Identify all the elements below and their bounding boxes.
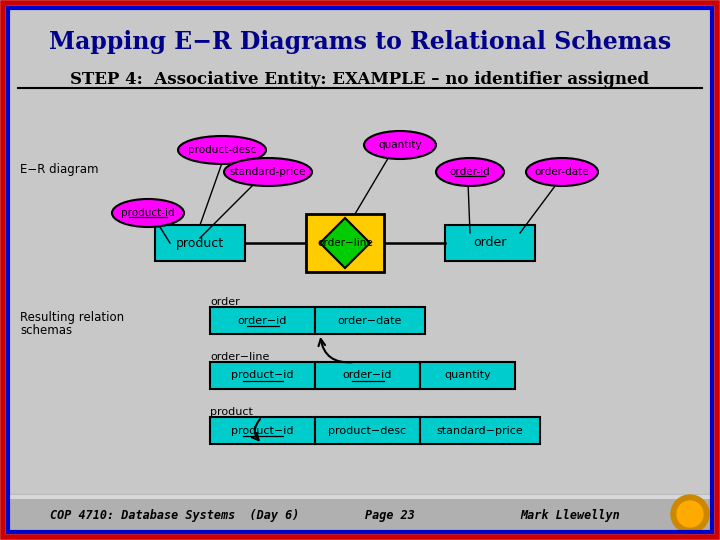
Polygon shape — [320, 218, 370, 268]
Ellipse shape — [364, 131, 436, 159]
Text: order: order — [210, 297, 240, 307]
Text: order-id: order-id — [449, 167, 490, 177]
Ellipse shape — [178, 136, 266, 164]
Text: E−R diagram: E−R diagram — [20, 164, 99, 177]
Ellipse shape — [436, 158, 504, 186]
FancyBboxPatch shape — [315, 362, 420, 389]
Text: quantity: quantity — [444, 370, 491, 381]
Ellipse shape — [526, 158, 598, 186]
Text: order−id: order−id — [238, 315, 287, 326]
Text: standard-price: standard-price — [230, 167, 306, 177]
FancyBboxPatch shape — [155, 225, 245, 261]
Text: order−line: order−line — [317, 238, 373, 248]
Text: order−line: order−line — [210, 352, 269, 362]
Text: Page 23: Page 23 — [365, 509, 415, 522]
Text: order−date: order−date — [338, 315, 402, 326]
Text: product: product — [210, 407, 253, 417]
FancyBboxPatch shape — [210, 417, 315, 444]
Text: standard−price: standard−price — [436, 426, 523, 435]
Text: order: order — [473, 237, 507, 249]
FancyBboxPatch shape — [315, 307, 425, 334]
Text: quantity: quantity — [378, 140, 422, 150]
Circle shape — [677, 501, 703, 527]
Ellipse shape — [224, 158, 312, 186]
Ellipse shape — [112, 199, 184, 227]
Text: product: product — [176, 237, 224, 249]
FancyBboxPatch shape — [445, 225, 535, 261]
FancyArrowPatch shape — [318, 339, 352, 362]
Text: product−desc: product−desc — [328, 426, 407, 435]
FancyBboxPatch shape — [8, 495, 712, 499]
FancyArrowPatch shape — [252, 419, 260, 440]
FancyBboxPatch shape — [210, 307, 315, 334]
FancyBboxPatch shape — [306, 214, 384, 272]
Text: Mark Llewellyn: Mark Llewellyn — [520, 509, 620, 522]
Text: Mapping E−R Diagrams to Relational Schemas: Mapping E−R Diagrams to Relational Schem… — [49, 30, 671, 54]
Text: product-id: product-id — [121, 208, 175, 218]
FancyBboxPatch shape — [210, 362, 315, 389]
Text: schemas: schemas — [20, 323, 72, 336]
Circle shape — [671, 495, 709, 533]
Text: STEP 4:  Associative Entity: EXAMPLE – no identifier assigned: STEP 4: Associative Entity: EXAMPLE – no… — [71, 71, 649, 89]
FancyBboxPatch shape — [420, 417, 540, 444]
FancyBboxPatch shape — [8, 495, 712, 535]
Text: Resulting relation: Resulting relation — [20, 312, 124, 325]
Text: product−id: product−id — [231, 426, 294, 435]
Text: order-date: order-date — [535, 167, 589, 177]
FancyBboxPatch shape — [315, 417, 420, 444]
FancyBboxPatch shape — [420, 362, 515, 389]
Text: order−id: order−id — [343, 370, 392, 381]
Text: product-desc: product-desc — [188, 145, 256, 155]
Text: product−id: product−id — [231, 370, 294, 381]
Text: COP 4710: Database Systems  (Day 6): COP 4710: Database Systems (Day 6) — [50, 509, 300, 522]
